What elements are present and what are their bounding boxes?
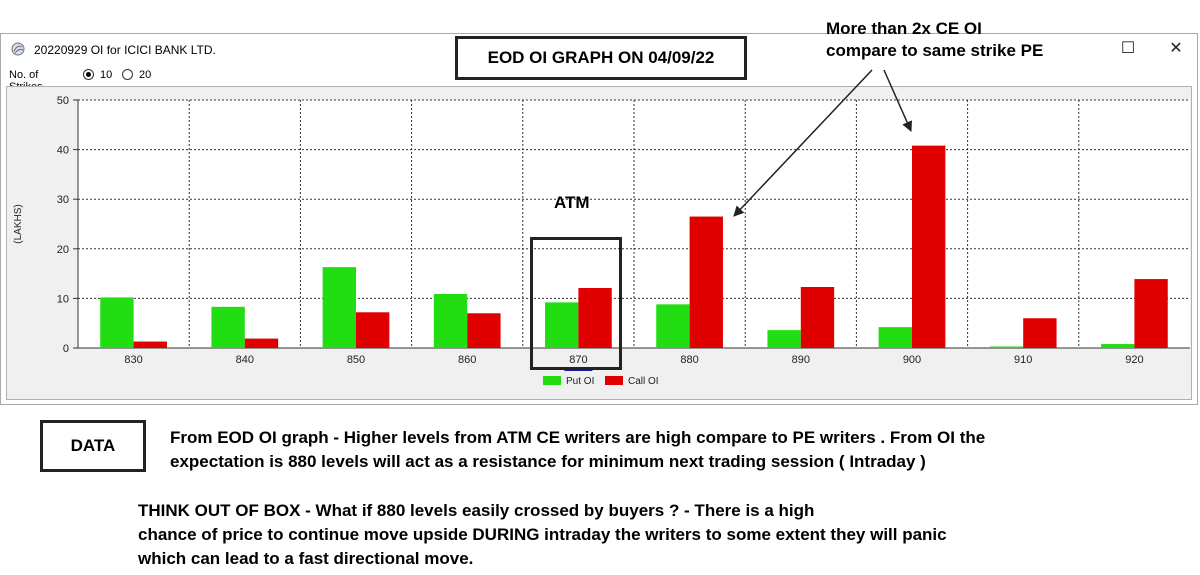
y-tick-label: 20 — [57, 244, 69, 256]
x-tick-label: 860 — [458, 354, 476, 366]
paragraph-think-line: THINK OUT OF BOX - What if 880 levels ea… — [138, 501, 815, 520]
y-tick-label: 40 — [57, 145, 69, 157]
graph-title: EOD OI GRAPH ON 04/09/22 — [455, 36, 747, 80]
bar-put-oi — [545, 302, 579, 348]
radio-strikes-10-label: 10 — [100, 69, 113, 81]
radio-strikes-20-label: 20 — [139, 69, 152, 81]
bar-put-oi — [100, 297, 134, 348]
paragraph-analysis-line: From EOD OI graph - Higher levels from A… — [170, 428, 986, 447]
title-bar: 20220929 OI for ICICI BANK LTD. ☐ ✕ — [1, 34, 1197, 64]
bar-call-oi — [578, 287, 612, 348]
radio-strikes-20[interactable] — [122, 69, 133, 80]
bar-call-oi — [467, 313, 501, 348]
maximize-button[interactable]: ☐ — [1120, 40, 1136, 57]
bar-put-oi — [211, 306, 245, 348]
x-tick-label: 870 — [569, 354, 587, 366]
paragraph-analysis: From EOD OI graph - Higher levels from A… — [170, 426, 1180, 474]
radio-strikes-10[interactable] — [83, 69, 94, 80]
y-tick-label: 0 — [63, 343, 69, 355]
bar-call-oi — [133, 341, 167, 348]
bar-put-oi — [989, 346, 1024, 348]
bar-put-oi — [878, 327, 912, 348]
window-title: 20220929 OI for ICICI BANK LTD. — [34, 43, 216, 57]
bar-call-oi — [689, 216, 723, 348]
paragraph-analysis-line: expectation is 880 levels will act as a … — [170, 452, 926, 471]
paragraph-think-line: which can lead to a fast directional mov… — [138, 549, 474, 568]
bar-call-oi — [1023, 318, 1057, 348]
bar-call-oi — [244, 338, 279, 348]
oi-window: 20220929 OI for ICICI BANK LTD. ☐ ✕ No. … — [0, 33, 1198, 405]
x-tick-label: 880 — [680, 354, 698, 366]
paragraph-think-out-of-box: THINK OUT OF BOX - What if 880 levels ea… — [138, 499, 1188, 571]
app-globe-icon — [11, 42, 25, 56]
chart-panel: 0 10 20 30 40 50 (LAKHS) 830 840 850 860 870 880 890 9… — [6, 86, 1192, 400]
legend-label: Put OI — [566, 376, 594, 387]
y-tick-label: 50 — [57, 95, 69, 107]
legend-swatch — [605, 376, 623, 385]
bar-put-oi — [433, 293, 468, 348]
x-tick-label: 890 — [792, 354, 810, 366]
y-tick-label: 30 — [57, 194, 69, 206]
bar-call-oi — [800, 286, 835, 348]
top-annotation: More than 2x CE OI compare to same strik… — [826, 19, 1044, 60]
legend-swatch — [543, 376, 561, 385]
data-label-box: DATA — [40, 420, 146, 472]
y-tick-label: 10 — [57, 293, 69, 305]
bar-call-oi — [1134, 279, 1168, 348]
bar-put-oi — [322, 267, 356, 348]
x-tick-label: 920 — [1125, 354, 1143, 366]
bar-put-oi — [656, 304, 690, 348]
atm-highlight-box — [530, 237, 622, 370]
legend-label: Call OI — [628, 376, 659, 387]
y-axis-label: (LAKHS) — [13, 204, 24, 243]
paragraph-think-line: chance of price to continue move upside … — [138, 525, 947, 544]
close-button[interactable]: ✕ — [1169, 40, 1183, 57]
oi-bar-chart: 0 10 20 30 40 50 (LAKHS) 830 840 850 860 870 880 890 9… — [13, 95, 1190, 387]
atm-label: ATM — [554, 193, 590, 212]
x-tick-label: 900 — [903, 354, 921, 366]
x-tick-label: 850 — [347, 354, 365, 366]
bar-call-oi — [356, 312, 390, 348]
bar-put-oi — [1101, 344, 1135, 348]
bar-put-oi — [767, 330, 801, 348]
x-tick-label: 840 — [236, 354, 254, 366]
x-tick-label: 910 — [1014, 354, 1032, 366]
bar-call-oi — [912, 145, 946, 348]
x-tick-label: 830 — [124, 354, 142, 366]
